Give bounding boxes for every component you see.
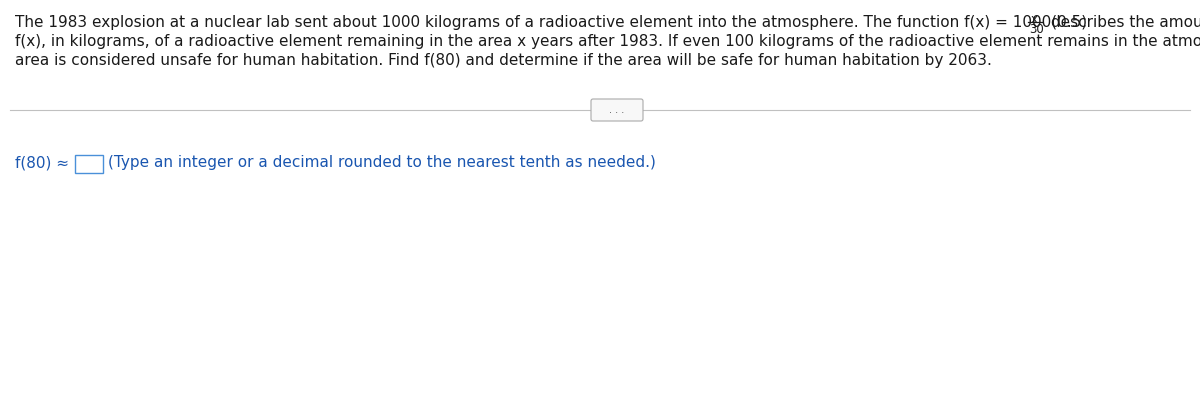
Text: f(x), in kilograms, of a radioactive element remaining in the area x years after: f(x), in kilograms, of a radioactive ele… [14, 34, 1200, 49]
Bar [74, 155, 103, 173]
Text: 30: 30 [1030, 23, 1044, 36]
Text: x: x [1031, 13, 1038, 26]
Text: . . .: . . . [610, 105, 625, 115]
Text: (Type an integer or a decimal rounded to the nearest tenth as needed.): (Type an integer or a decimal rounded to… [108, 155, 656, 170]
Text: area is considered unsafe for human habitation. Find f(80) and determine if the : area is considered unsafe for human habi… [14, 53, 992, 68]
FancyBboxPatch shape [592, 99, 643, 121]
Text: The 1983 explosion at a nuclear lab sent about 1000 kilograms of a radioactive e: The 1983 explosion at a nuclear lab sent… [14, 15, 1087, 30]
Text: f(80) ≈: f(80) ≈ [14, 155, 70, 170]
Text: describes the amount,: describes the amount, [1046, 15, 1200, 30]
